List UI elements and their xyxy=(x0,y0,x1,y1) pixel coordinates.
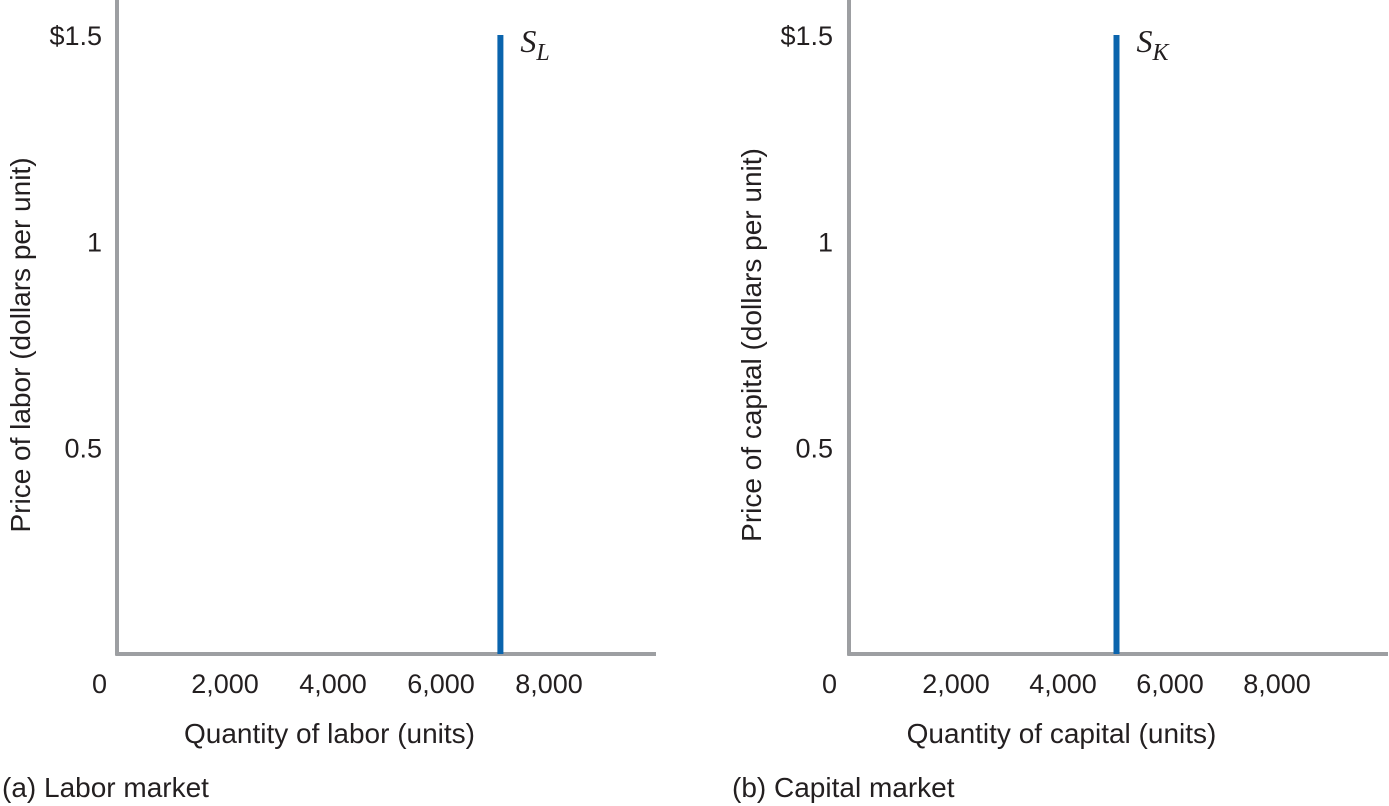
chart-panel-capital: 0.5 1 $1.5 0 2,000 4,000 6,000 8,000 Quantity of… xyxy=(732,0,1388,803)
panel-caption: (a) Labor market xyxy=(2,772,209,803)
y-tick-label: $1.5 xyxy=(49,21,102,51)
x-axis-label: Quantity of capital (units) xyxy=(907,718,1217,749)
x-tick-label: 8,000 xyxy=(1243,669,1311,699)
x-tick-label: 2,000 xyxy=(191,669,259,699)
y-tick-label: 0.5 xyxy=(64,434,102,464)
x-tick-label: 6,000 xyxy=(407,669,475,699)
y-tick-label: 1 xyxy=(818,227,833,257)
x-tick-label: 6,000 xyxy=(1136,669,1204,699)
panel-caption: (b) Capital market xyxy=(732,772,955,803)
x-tick-label: 4,000 xyxy=(299,669,367,699)
chart-panel-labor: 0.5 1 $1.5 0 2,000 4,000 6,000 8,000 Quantity of… xyxy=(2,0,656,803)
supply-curve-label: SL xyxy=(520,23,549,66)
x-tick-label: 4,000 xyxy=(1029,669,1097,699)
x-axis-label: Quantity of labor (units) xyxy=(184,718,475,749)
x-tick-label: 0 xyxy=(822,669,837,699)
y-tick-label: $1.5 xyxy=(780,21,833,51)
supply-curve-label: SK xyxy=(1137,23,1171,66)
y-tick-label: 1 xyxy=(87,227,102,257)
y-axis-label: Price of capital (dollars per unit) xyxy=(736,148,767,542)
y-axis-label: Price of labor (dollars per unit) xyxy=(5,157,36,532)
x-tick-label: 0 xyxy=(92,669,107,699)
x-tick-label: 2,000 xyxy=(922,669,990,699)
y-tick-label: 0.5 xyxy=(795,434,833,464)
x-tick-label: 8,000 xyxy=(515,669,583,699)
